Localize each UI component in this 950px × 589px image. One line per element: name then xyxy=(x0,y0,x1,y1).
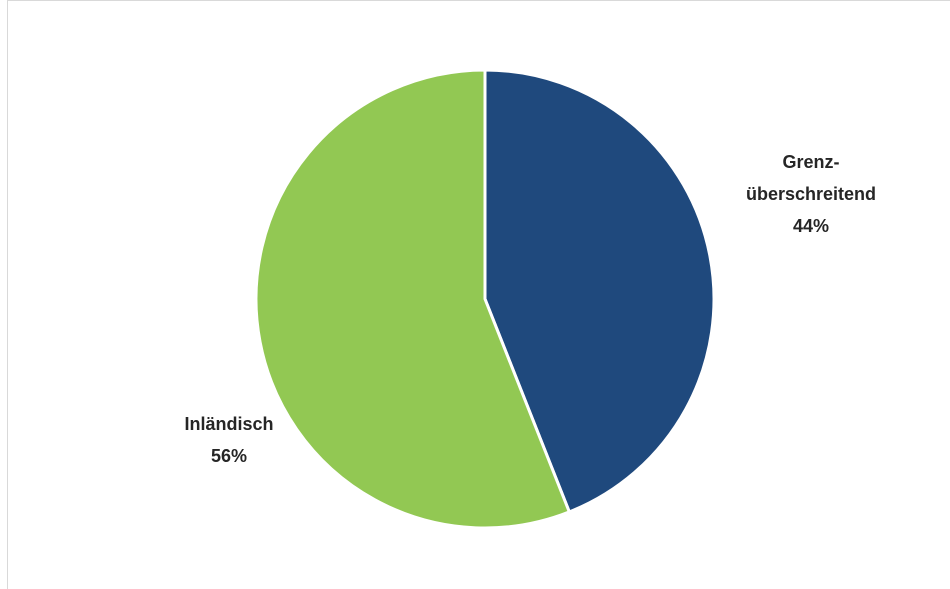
pie-slice-inlaendisch xyxy=(254,68,571,530)
chart-frame xyxy=(7,0,950,589)
slice-label-grenzueberschreitend: Grenz-überschreitend 44% xyxy=(746,152,876,236)
slice-label-line: überschreitend xyxy=(746,184,876,204)
slice-label-line: 56% xyxy=(211,446,247,466)
slice-label-line: 44% xyxy=(793,216,829,236)
pie-slice-grenzueberschreitend xyxy=(483,68,716,514)
slice-label-line: Grenz- xyxy=(782,152,839,172)
pie-labels: Grenz-überschreitend 44% Inländisch 56% xyxy=(184,152,876,466)
pie-slices xyxy=(254,68,716,530)
slice-label-inlaendisch: Inländisch 56% xyxy=(184,414,273,466)
slice-label-line: Inländisch xyxy=(184,414,273,434)
